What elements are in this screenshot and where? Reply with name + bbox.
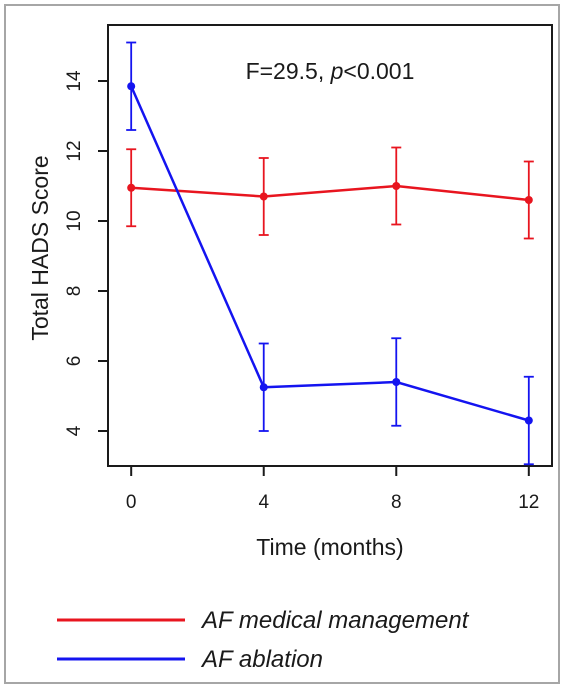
x-tick-label: 0 [126, 492, 137, 513]
series-layer [126, 41, 534, 466]
data-point [524, 196, 533, 204]
data-point [392, 182, 401, 190]
plot-border [107, 24, 553, 467]
x-axis-title: Time (months) [256, 534, 403, 560]
y-tick-label: 4 [64, 425, 85, 436]
legend-label: AF medical management [200, 607, 470, 634]
y-tick-label: 12 [64, 140, 85, 161]
y-tick-label: 10 [64, 210, 85, 231]
y-axis-title: Total HADS Score [27, 155, 53, 340]
data-point [127, 183, 136, 192]
series-line [130, 85, 530, 422]
data-point [392, 378, 401, 386]
x-tick-label: 12 [518, 492, 539, 513]
x-axis: 0 4 8 12 [126, 466, 539, 513]
y-tick-label: 6 [64, 356, 85, 367]
data-point [524, 416, 533, 425]
y-tick-label: 8 [64, 286, 85, 297]
statistic-annotation: F=29.5, p<0.001 [246, 58, 415, 84]
data-point [127, 82, 136, 91]
series-medical-management [126, 146, 534, 240]
y-axis: 4 6 8 10 12 14 [64, 70, 108, 436]
y-tick-label: 14 [64, 70, 85, 92]
series-line [131, 184, 529, 202]
legend-label: AF ablation [200, 646, 323, 673]
series-ablation [126, 41, 534, 466]
legend: AF medical management AF ablation [57, 607, 470, 673]
x-tick-label: 8 [391, 492, 402, 513]
data-point [259, 192, 268, 201]
data-point [259, 383, 268, 392]
x-tick-label: 4 [258, 492, 269, 513]
plot-area [107, 24, 553, 467]
figure-frame [4, 4, 560, 684]
